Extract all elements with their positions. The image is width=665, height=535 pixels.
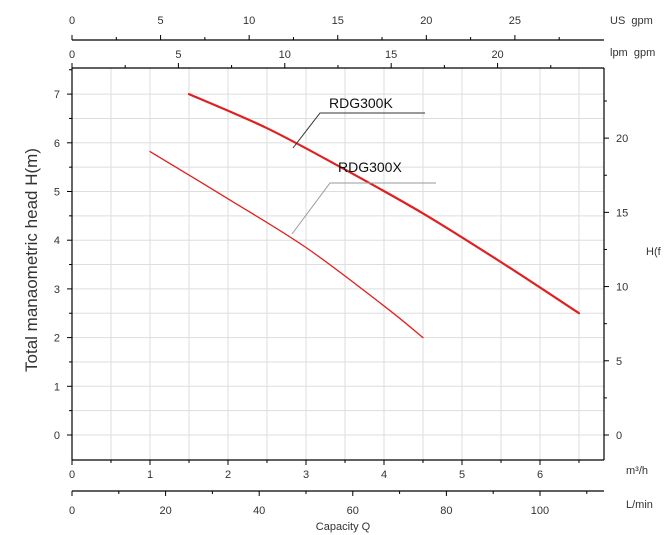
top-lpmgpm-tick-label: 20 xyxy=(491,49,503,61)
top-usgpm-tick-label: 10 xyxy=(243,15,255,27)
left-m-tick-label: 6 xyxy=(54,138,60,150)
bottom-m3h-tick-label: 5 xyxy=(459,469,465,481)
bottom-lmin-tick-label: 40 xyxy=(253,505,265,517)
left-m-tick-label: 3 xyxy=(54,284,60,296)
bottom-lmin-tick-label: 20 xyxy=(159,505,171,517)
bottom-lmin-tick-label: 60 xyxy=(347,505,359,517)
curve-rdg300x xyxy=(149,150,424,339)
y-axis-label: Total manaometric head H(m) xyxy=(22,148,41,372)
top-usgpm-tick-label: 15 xyxy=(332,15,344,27)
top-usgpm-tick-label: 0 xyxy=(69,15,75,27)
leader-rdg300k xyxy=(292,112,425,149)
top-usgpm-tick-label: 25 xyxy=(509,15,521,27)
top-lpmgpm-tick-label: 5 xyxy=(175,49,181,61)
curves xyxy=(149,93,581,339)
bottom-m3h-tick-label: 4 xyxy=(381,469,387,481)
bottom-lmin-unit: L/min xyxy=(626,499,653,511)
right-ft-tick-label: 10 xyxy=(616,282,628,294)
right-ft-tick-label: 0 xyxy=(616,430,622,442)
top-lpmgpm-tick-label: 0 xyxy=(69,49,75,61)
grid xyxy=(72,68,604,460)
top-usgpm-tick-label: 5 xyxy=(158,15,164,27)
left-m-tick-label: 4 xyxy=(54,235,60,247)
bottom-lmin-tick-label: 100 xyxy=(531,505,549,517)
bottom-lmin-tick-label: 80 xyxy=(440,505,452,517)
bottom-m3h-tick-label: 0 xyxy=(69,469,75,481)
curve-rdg300k xyxy=(187,93,581,315)
bottom-m3h-tick-label: 6 xyxy=(537,469,543,481)
left-m-tick-label: 7 xyxy=(54,89,60,101)
bottom-m3h-tick-label: 3 xyxy=(303,469,309,481)
labels: RDG300K RDG300X xyxy=(291,95,436,235)
top-lpmgpm-tick-label: 15 xyxy=(385,49,397,61)
bottom-m3h-tick-label: 1 xyxy=(147,469,153,481)
right-ft-tick-label: 5 xyxy=(616,356,622,368)
top-lpmgpm-unit: lpm gpm xyxy=(610,47,655,59)
leader-rdg300x xyxy=(291,182,436,235)
bottom-lmin-tick-label: 0 xyxy=(69,505,75,517)
series-label-rdg300x: RDG300X xyxy=(338,159,402,175)
left-m-tick-label: 1 xyxy=(54,381,60,393)
bottom-m3h-tick-label: 2 xyxy=(225,469,231,481)
right-ft-tick-label: 20 xyxy=(616,133,628,145)
bottom-m3h-unit: m³/h xyxy=(626,465,648,477)
left-m-tick-label: 0 xyxy=(54,430,60,442)
series-label-rdg300k: RDG300K xyxy=(329,95,393,111)
top-usgpm-unit: US gpm xyxy=(610,15,653,27)
top-lpmgpm-tick-label: 10 xyxy=(279,49,291,61)
top-usgpm-tick-label: 20 xyxy=(420,15,432,27)
x-axis-label: Capacity Q xyxy=(316,521,371,533)
right-ft-unit: H(f xyxy=(646,246,662,258)
left-m-tick-label: 5 xyxy=(54,187,60,199)
left-m-tick-label: 2 xyxy=(54,333,60,345)
right-ft-tick-label: 15 xyxy=(616,207,628,219)
